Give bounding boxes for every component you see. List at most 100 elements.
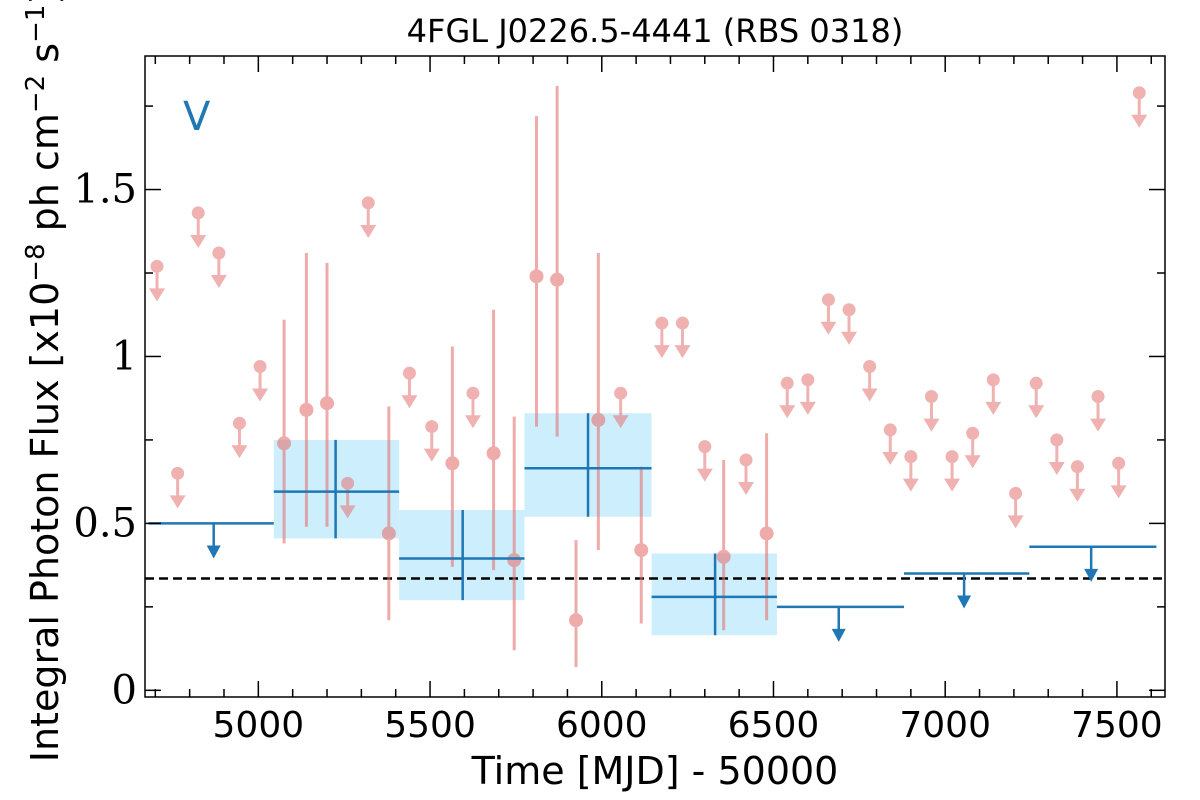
upper-limit-point [1050,433,1064,447]
upper-limit-arrowhead [902,478,919,492]
upper-limit-point [945,450,959,464]
upper-limit-marker [861,359,878,402]
x-tick-label: 6500 [728,705,820,746]
upper-limit-point [675,316,689,330]
upper-limit-point [698,440,712,454]
upper-limit-marker [1110,456,1127,499]
binned-upper-limit-arrowhead [957,595,972,609]
upper-limit-point [191,206,205,220]
detection-marker [299,252,314,527]
band-label: V [183,94,211,140]
upper-limit-marker [674,316,691,359]
upper-limit-point [801,373,815,387]
upper-limit-point [780,376,794,390]
upper-limit-point [966,426,980,440]
upper-limit-arrowhead [149,288,166,302]
upper-limit-arrowhead [1090,418,1107,432]
upper-limit-arrowhead [612,415,629,429]
x-tick-label: 6000 [556,705,648,746]
upper-limit-marker [1007,486,1024,529]
detection-marker [486,309,501,571]
upper-limit-arrowhead [169,495,186,509]
detection-point [381,526,396,541]
upper-limit-arrowhead [674,345,691,359]
binned-upper-limit-marker [1029,545,1157,582]
y-tick-label: 0.5 [73,500,137,546]
detection-point [634,543,649,558]
y-tick-label: 0 [112,667,137,713]
upper-limit-marker [1028,376,1045,419]
detection-point [507,553,522,568]
binned-detection-marker [524,413,652,517]
detection-point [569,613,584,628]
upper-limit-marker [738,453,755,496]
y-tick-label: 1 [112,333,137,379]
upper-limit-marker [252,359,269,402]
y-tick-label: 1.5 [73,167,137,213]
upper-limit-marker [1048,433,1065,475]
upper-limit-point [150,259,164,273]
upper-limit-arrowhead [1131,114,1148,128]
upper-limit-marker [799,373,816,415]
upper-limit-point [821,293,835,307]
x-tick-label: 5000 [213,705,305,746]
upper-limit-point [986,373,1000,387]
upper-limit-point [1132,86,1146,100]
upper-limit-arrowhead [923,418,940,432]
detection-point [277,436,292,451]
upper-limit-point [655,316,669,330]
binned-upper-limit-arrowhead [206,545,221,559]
upper-limit-arrowhead [401,395,418,409]
upper-limit-point [904,450,918,464]
detection-point [591,412,606,427]
upper-limit-arrowhead [738,482,755,496]
upper-limit-arrowhead [841,331,858,345]
y-axis-label: Integral Photon Flux [x10−8 ph cm−2 s−1] [21,0,67,762]
x-tick-label: 5500 [384,705,476,746]
upper-limit-arrowhead [339,505,356,519]
upper-limit-arrowhead [1069,488,1086,502]
upper-limit-marker [464,386,481,429]
upper-limit-arrowhead [964,455,981,469]
upper-limit-arrowhead [861,388,878,402]
upper-limit-marker [985,373,1002,415]
detection-marker [507,416,522,651]
upper-limit-marker [944,450,961,492]
x-tick-label: 7000 [899,705,991,746]
upper-limit-marker [1069,460,1086,502]
upper-limit-point [1091,390,1105,404]
upper-limit-marker [902,450,919,492]
upper-limit-marker [779,376,796,419]
upper-limit-marker [964,426,981,469]
binned-detection-marker [651,553,777,636]
x-axis-label: Time [MJD] - 50000 [471,749,839,793]
upper-limit-arrowhead [1110,485,1127,499]
upper-limit-arrowhead [210,275,227,289]
upper-limit-point [361,196,375,210]
upper-limit-point [212,246,226,260]
binned-upper-limit-marker [776,605,904,642]
upper-limit-marker [820,293,837,335]
upper-limit-marker [923,390,940,432]
detection-point [320,396,335,411]
detection-point [550,272,565,287]
upper-limit-point [1070,460,1084,474]
upper-limit-point [402,366,416,380]
upper-limit-marker [1131,86,1148,128]
upper-limit-arrowhead [779,405,796,419]
upper-limit-point [1112,456,1126,470]
binned-upper-limit-marker [148,522,274,559]
upper-limit-point [341,476,355,490]
upper-limit-marker [210,246,227,289]
detection-point [716,549,731,564]
detection-marker [320,262,335,527]
upper-limit-arrowhead [1048,461,1065,475]
detection-marker [381,406,396,621]
detection-marker [759,433,774,621]
upper-limit-point [232,416,246,430]
upper-limit-point [253,359,267,373]
upper-limit-point [466,386,480,400]
upper-limit-arrowhead [1007,515,1024,529]
detection-point [445,456,460,471]
